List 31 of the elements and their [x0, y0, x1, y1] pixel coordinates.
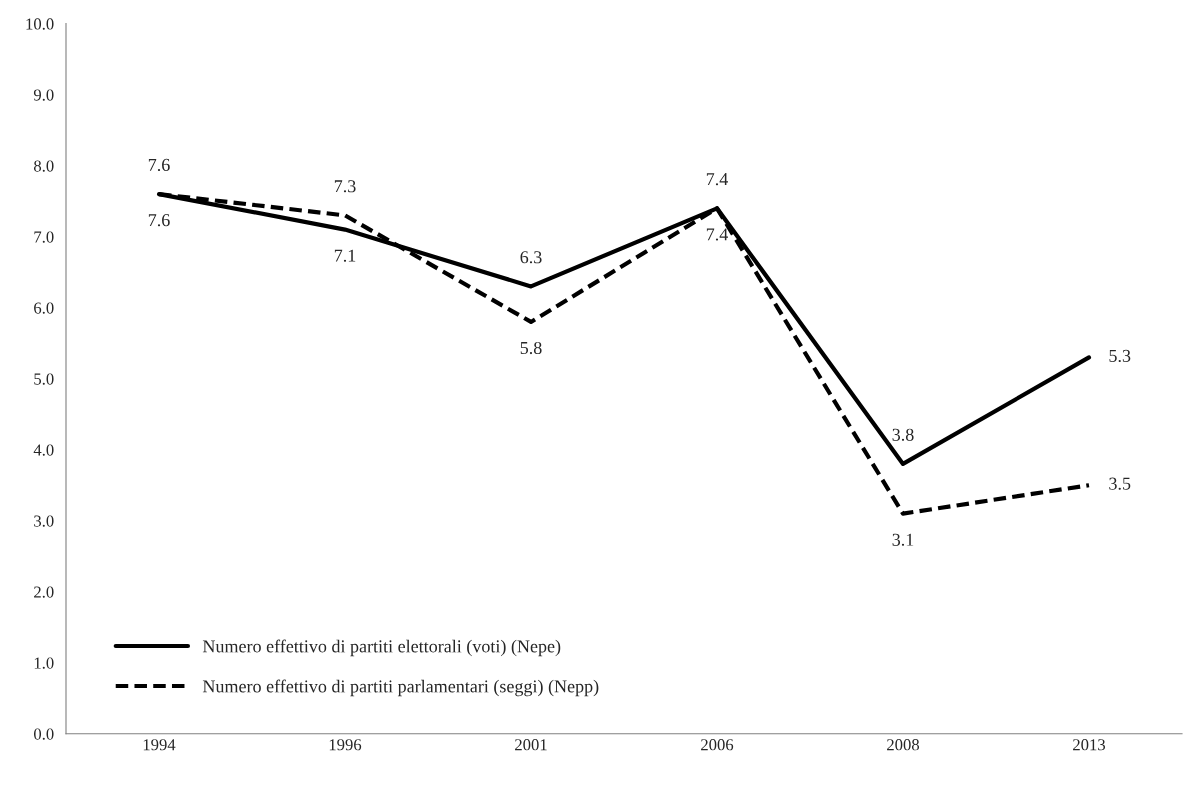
data-label: 5.8 [520, 341, 542, 355]
x-tick-label: 2013 [1073, 739, 1106, 751]
data-label: 6.3 [520, 251, 542, 264]
y-tick-label: 1.0 [34, 657, 54, 669]
y-tick-label: 0.0 [34, 728, 54, 740]
y-tick-label: 3.0 [34, 515, 54, 527]
y-tick-label: 7.0 [34, 231, 54, 243]
x-tick-label: 2006 [701, 739, 734, 751]
data-label: 7.6 [148, 214, 170, 227]
data-label: 7.4 [706, 228, 728, 241]
x-tick-label: 2001 [515, 739, 547, 751]
data-label: 7.1 [334, 249, 356, 262]
data-label: 5.3 [1109, 349, 1131, 363]
y-tick-label: 6.0 [34, 302, 54, 314]
y-tick-label: 8.0 [34, 160, 54, 172]
x-tick-label: 2008 [887, 739, 920, 751]
legend-label: Numero effettivo di partiti parlamentari (seggi) (Nepp) [202, 679, 599, 697]
data-label: 7.6 [148, 158, 170, 172]
data-label: 3.8 [892, 428, 914, 441]
y-tick-label: 9.0 [33, 89, 54, 101]
x-tick-label: 1996 [329, 739, 362, 751]
y-tick-label: 4.0 [33, 444, 54, 456]
legend-label: Numero effettivo di partiti elettorali (voti) (Nepe) [202, 639, 561, 657]
x-tick-label: 1994 [143, 739, 176, 751]
data-label: 3.1 [892, 533, 914, 546]
y-tick-label: 10.0 [26, 18, 54, 30]
data-label: 7.4 [706, 173, 728, 186]
data-label: 3.5 [1109, 477, 1131, 490]
data-label: 7.3 [334, 180, 356, 193]
y-tick-label: 2.0 [34, 586, 54, 598]
y-tick-label: 5.0 [34, 373, 54, 385]
